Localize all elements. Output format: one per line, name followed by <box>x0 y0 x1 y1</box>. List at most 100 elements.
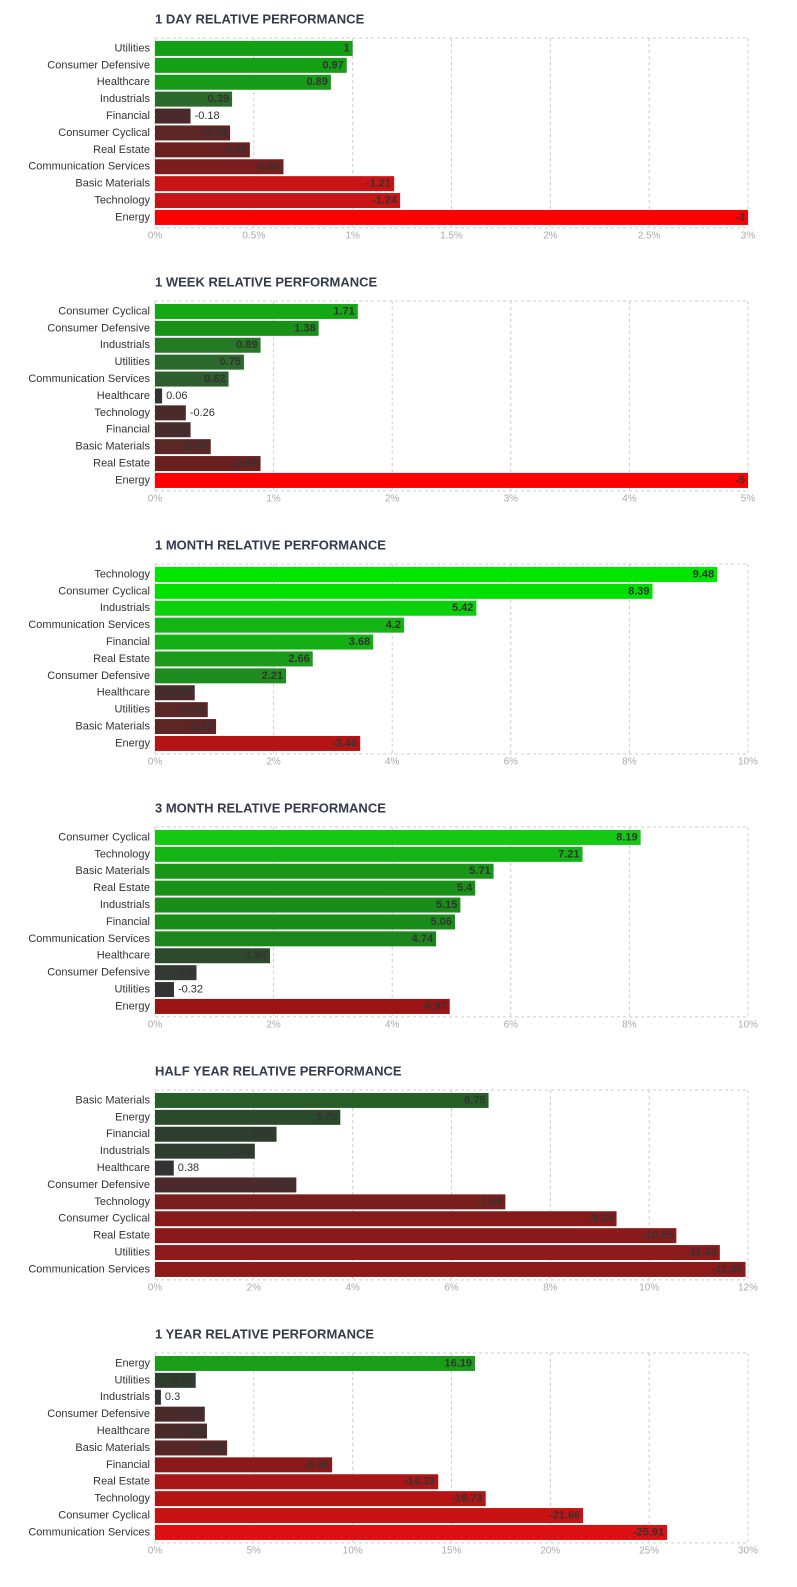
bar <box>155 1406 205 1422</box>
bar <box>155 303 358 319</box>
value-label: 0.7 <box>178 967 193 979</box>
x-tick-label: 10% <box>343 1546 363 1557</box>
value-label: -4.97 <box>422 1000 447 1012</box>
bar <box>155 948 271 964</box>
category-label: Consumer Cyclical <box>58 1509 150 1521</box>
bar <box>155 1143 255 1159</box>
category-label: Utilities <box>115 1374 151 1386</box>
value-label: -2.86 <box>268 1179 293 1191</box>
category-label: Basic Materials <box>75 865 150 877</box>
category-label: Healthcare <box>97 76 150 88</box>
x-tick-label: 2.5% <box>638 231 661 242</box>
bar <box>155 209 748 225</box>
value-label: 1.94 <box>246 950 268 962</box>
value-label: -0.18 <box>195 110 220 122</box>
category-label: Healthcare <box>97 950 150 962</box>
value-label: -10.55 <box>642 1230 673 1242</box>
x-tick-label: 0% <box>148 1546 163 1557</box>
value-label: -14.33 <box>404 1476 435 1488</box>
bar <box>155 982 174 998</box>
value-label: 0.38 <box>178 1162 199 1174</box>
value-label: 5.71 <box>469 865 490 877</box>
bar <box>155 600 477 616</box>
bar <box>155 337 261 353</box>
x-tick-label: 0% <box>148 1283 163 1294</box>
bar <box>155 159 284 175</box>
value-label: -2.63 <box>179 1425 204 1437</box>
bar <box>155 1524 668 1540</box>
value-label: 5.4 <box>457 882 473 894</box>
bar <box>155 1457 333 1473</box>
category-label: Real Estate <box>93 653 150 665</box>
bar <box>155 583 653 599</box>
category-label: Utilities <box>115 983 151 995</box>
bar <box>155 439 211 455</box>
bar <box>155 193 401 209</box>
value-label: 2.06 <box>171 1374 192 1386</box>
x-tick-label: 1.5% <box>440 231 463 242</box>
category-label: Basic Materials <box>75 1442 150 1454</box>
value-label: -11.43 <box>686 1246 717 1258</box>
x-tick-label: 10% <box>738 757 758 768</box>
x-tick-label: 0.5% <box>242 231 265 242</box>
x-tick-label: 2% <box>247 1283 262 1294</box>
value-label: -5 <box>735 474 745 486</box>
category-label: Industrials <box>100 339 151 351</box>
value-label: 0.89 <box>307 76 328 88</box>
x-tick-label: 1% <box>266 494 281 505</box>
category-label: Real Estate <box>93 457 150 469</box>
category-label: Energy <box>115 737 150 749</box>
bar <box>155 1194 506 1210</box>
chart-title: 1 DAY RELATIVE PERFORMANCE <box>155 11 365 26</box>
x-tick-label: 10% <box>639 1283 659 1294</box>
category-label: Communication Services <box>28 1526 150 1538</box>
value-label: 2.21 <box>262 670 283 682</box>
category-label: Industrials <box>100 1145 151 1157</box>
bar <box>155 1126 277 1142</box>
bar <box>155 142 250 158</box>
bar <box>155 91 233 107</box>
category-label: Utilities <box>115 704 151 716</box>
value-label: -0.89 <box>232 457 257 469</box>
category-label: Communication Services <box>28 619 150 631</box>
x-tick-label: 25% <box>639 1546 659 1557</box>
bar <box>155 1245 720 1261</box>
bar <box>155 371 229 387</box>
bar <box>155 1177 297 1193</box>
bar <box>155 320 319 336</box>
bar <box>155 1474 439 1490</box>
category-label: Energy <box>115 211 150 223</box>
bar <box>155 829 641 845</box>
category-label: Consumer Cyclical <box>58 305 150 317</box>
category-label: Healthcare <box>97 390 150 402</box>
bar <box>155 1355 476 1371</box>
category-label: Industrials <box>100 1391 151 1403</box>
value-label: 0.39 <box>208 93 229 105</box>
category-label: Communication Services <box>28 161 150 173</box>
value-label: 5.15 <box>436 899 457 911</box>
category-label: Technology <box>94 1196 150 1208</box>
x-tick-label: 2% <box>543 231 558 242</box>
value-label: -0.65 <box>255 161 280 173</box>
category-label: Real Estate <box>93 1230 150 1242</box>
x-tick-label: 2% <box>266 757 281 768</box>
value-label: 0.3 <box>165 1391 180 1403</box>
value-label: 3.75 <box>316 1111 337 1123</box>
x-tick-label: 6% <box>444 1283 459 1294</box>
x-tick-label: 8% <box>543 1283 558 1294</box>
chart-title: 3 MONTH RELATIVE PERFORMANCE <box>155 800 386 815</box>
value-label: 4.2 <box>386 619 401 631</box>
bar <box>155 1440 228 1456</box>
bar <box>155 998 450 1014</box>
bar <box>155 405 186 421</box>
category-label: Consumer Defensive <box>47 967 150 979</box>
value-label: -7.09 <box>477 1196 502 1208</box>
category-label: Healthcare <box>97 1425 150 1437</box>
value-label: -0.67 <box>167 687 192 699</box>
value-label: 8.39 <box>628 585 649 597</box>
value-label: 5.06 <box>431 916 452 928</box>
bar <box>155 1160 174 1176</box>
category-label: Financial <box>106 636 150 648</box>
category-label: Consumer Defensive <box>47 59 150 71</box>
